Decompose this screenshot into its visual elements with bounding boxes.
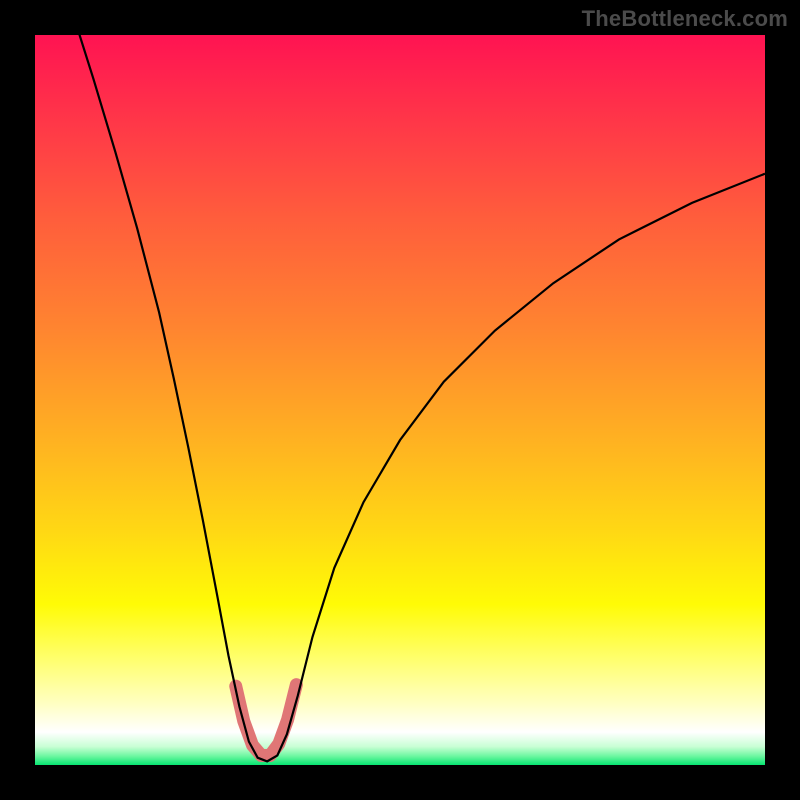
bottleneck-curve [72, 35, 766, 761]
watermark-text: TheBottleneck.com [582, 6, 788, 32]
plot-area [35, 35, 765, 765]
curve-layer [35, 35, 765, 765]
chart-container: TheBottleneck.com [0, 0, 800, 800]
bottleneck-v-marker [236, 685, 297, 756]
